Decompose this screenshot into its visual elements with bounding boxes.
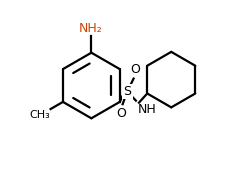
Text: NH: NH <box>138 103 156 116</box>
Text: O: O <box>130 63 140 76</box>
Text: O: O <box>116 107 126 120</box>
Text: S: S <box>124 85 132 98</box>
Text: NH₂: NH₂ <box>79 22 102 35</box>
Text: CH₃: CH₃ <box>29 110 50 120</box>
